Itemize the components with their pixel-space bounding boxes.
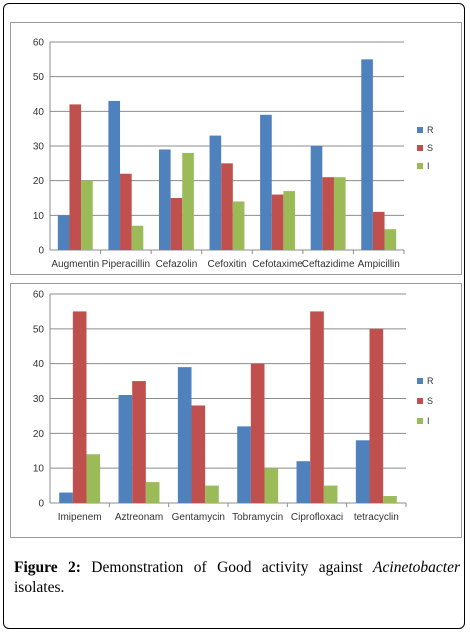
x-tick-label: Aztreonam bbox=[115, 512, 163, 523]
bar-R-Gentamycin bbox=[177, 367, 192, 503]
y-tick-label: 0 bbox=[38, 499, 44, 510]
bar-S-Imipenem bbox=[72, 311, 87, 503]
bar-I-Cefoxitin bbox=[232, 201, 245, 250]
x-tick-label: Imipenem bbox=[58, 512, 102, 523]
caption-italic-term: Acinetobacter bbox=[373, 559, 460, 576]
y-tick-label: 40 bbox=[33, 107, 45, 118]
bar-S-Gentamycin bbox=[191, 405, 206, 503]
legend-label-S: S bbox=[427, 143, 433, 153]
bar-S-Ampicillin bbox=[372, 211, 385, 250]
bar-R-Aztreonam bbox=[118, 395, 133, 503]
legend-label-I: I bbox=[427, 416, 430, 426]
y-tick-label: 50 bbox=[33, 324, 45, 335]
bar-I-Tobramycin bbox=[264, 468, 279, 503]
x-tick-label: Cefazolin bbox=[156, 259, 198, 270]
legend-label-S: S bbox=[427, 396, 433, 406]
y-tick-label: 60 bbox=[33, 290, 45, 301]
x-tick-label: Tobramycin bbox=[232, 512, 283, 523]
bar-R-Cefotaxime bbox=[260, 114, 272, 250]
y-tick-label: 30 bbox=[33, 394, 45, 405]
bar-R-Imipenem bbox=[59, 492, 73, 503]
bar-I-Aztreonam bbox=[145, 482, 160, 503]
bar-R-Cefoxitin bbox=[209, 135, 222, 250]
legend-swatch-I bbox=[417, 418, 423, 424]
bar-S-tetracyclin bbox=[369, 328, 384, 503]
x-tick-label: Piperacillin bbox=[102, 259, 150, 270]
legend-swatch-R bbox=[417, 378, 423, 384]
bar-R-Ciprofloxaci bbox=[296, 461, 311, 503]
legend-swatch-I bbox=[417, 163, 423, 169]
chart-panel-2: 0 10 20 30 40 50 60 Imipenem Aztreonam Gentamycin… bbox=[10, 283, 462, 538]
figure-frame bbox=[3, 3, 465, 629]
legend-swatch-S bbox=[417, 145, 423, 151]
legend-swatch-R bbox=[417, 127, 423, 133]
bar-S-Cefazolin bbox=[170, 198, 183, 250]
bar-S-Aztreonam bbox=[132, 381, 146, 503]
legend-label-R: R bbox=[427, 125, 434, 135]
bar-chart-2: 0 10 20 30 40 50 60 Imipenem Aztreonam Gentamycin… bbox=[33, 290, 434, 524]
bar-chart-1: 0 10 20 30 40 50 60 Augmentin Piperacillin Cefazo… bbox=[33, 38, 434, 271]
bar-S-Cefotaxime bbox=[271, 194, 284, 250]
y-tick-label: 0 bbox=[38, 246, 44, 257]
legend-swatch-S bbox=[417, 398, 423, 404]
bar-I-Ciprofloxaci bbox=[323, 485, 338, 503]
caption-label: Figure 2: bbox=[14, 559, 81, 576]
bar-S-Piperacillin bbox=[120, 173, 132, 250]
bar-I-Imipenem bbox=[86, 454, 101, 503]
bar-I-Augmentin bbox=[81, 180, 93, 250]
chart-panel-1: 0 10 20 30 40 50 60 Augmentin Piperacillin Cefazo… bbox=[10, 22, 462, 275]
caption-text-end: isolates. bbox=[14, 579, 65, 596]
bar-R-Tobramycin bbox=[237, 426, 251, 503]
bar-S-Ciprofloxaci bbox=[310, 311, 324, 503]
y-tick-label: 20 bbox=[33, 429, 45, 440]
y-tick-label: 10 bbox=[33, 211, 45, 222]
y-tick-label: 40 bbox=[33, 359, 45, 370]
x-tick-label: Ampicillin bbox=[358, 259, 400, 270]
y-tick-label: 10 bbox=[33, 464, 45, 475]
bar-R-Augmentin bbox=[57, 215, 70, 250]
bar-R-tetracyclin bbox=[355, 440, 370, 503]
bar-I-Gentamycin bbox=[205, 485, 219, 503]
x-tick-label: Cefotaxime bbox=[252, 259, 303, 270]
bar-R-Ampicillin bbox=[361, 59, 373, 251]
bar-R-Ceftazidime bbox=[310, 146, 323, 250]
bar-I-Cefazolin bbox=[182, 152, 194, 250]
bar-I-Piperacillin bbox=[131, 225, 144, 250]
y-tick-label: 50 bbox=[33, 72, 45, 83]
figure-caption: Figure 2: Demonstration of Good activity… bbox=[14, 558, 460, 598]
x-tick-label: Ciprofloxaci bbox=[291, 512, 343, 523]
bar-S-Augmentin bbox=[69, 104, 82, 251]
bar-I-Ampicillin bbox=[384, 229, 397, 250]
bar-R-Piperacillin bbox=[108, 100, 121, 250]
y-tick-label: 60 bbox=[33, 38, 45, 49]
x-tick-label: Augmentin bbox=[51, 259, 99, 270]
x-tick-label: Gentamycin bbox=[172, 512, 225, 523]
bar-I-Cefotaxime bbox=[283, 191, 296, 250]
legend-label-R: R bbox=[427, 376, 434, 386]
y-tick-label: 20 bbox=[33, 176, 45, 187]
caption-text: Demonstration of Good activity against bbox=[80, 559, 374, 576]
x-tick-label: Cefoxitin bbox=[208, 259, 247, 270]
x-tick-label: Ceftazidime bbox=[302, 259, 355, 270]
bar-S-Cefoxitin bbox=[221, 163, 233, 250]
bar-I-Ceftazidime bbox=[333, 177, 346, 250]
y-tick-label: 30 bbox=[33, 142, 45, 153]
legend-label-I: I bbox=[427, 161, 430, 171]
bar-S-Tobramycin bbox=[250, 363, 265, 503]
bar-I-tetracyclin bbox=[383, 496, 397, 503]
x-tick-label: tetracyclin bbox=[354, 512, 399, 523]
bar-R-Cefazolin bbox=[158, 149, 171, 250]
bar-S-Ceftazidime bbox=[322, 177, 334, 250]
